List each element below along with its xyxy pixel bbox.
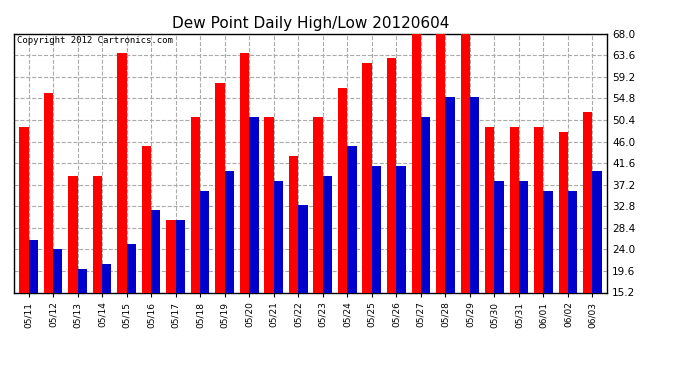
- Bar: [151, 210, 161, 367]
- Bar: [396, 166, 406, 367]
- Bar: [68, 176, 77, 367]
- Bar: [53, 249, 62, 367]
- Bar: [323, 176, 332, 367]
- Bar: [264, 117, 274, 367]
- Bar: [28, 240, 38, 367]
- Bar: [495, 181, 504, 367]
- Bar: [445, 98, 455, 367]
- Bar: [126, 244, 136, 367]
- Bar: [43, 93, 53, 367]
- Bar: [249, 117, 259, 367]
- Bar: [544, 190, 553, 367]
- Bar: [19, 127, 28, 367]
- Bar: [387, 58, 396, 367]
- Bar: [338, 88, 347, 367]
- Bar: [92, 176, 102, 367]
- Bar: [519, 181, 529, 367]
- Bar: [347, 147, 357, 367]
- Bar: [142, 147, 151, 367]
- Bar: [362, 63, 372, 367]
- Bar: [176, 220, 185, 367]
- Bar: [274, 181, 283, 367]
- Bar: [470, 98, 479, 367]
- Bar: [411, 34, 421, 367]
- Bar: [534, 127, 544, 367]
- Bar: [117, 53, 126, 367]
- Bar: [191, 117, 200, 367]
- Bar: [298, 205, 308, 367]
- Bar: [77, 269, 87, 367]
- Bar: [436, 34, 445, 367]
- Bar: [485, 127, 495, 367]
- Bar: [421, 117, 430, 367]
- Bar: [215, 83, 225, 367]
- Bar: [200, 190, 210, 367]
- Bar: [102, 264, 111, 367]
- Bar: [460, 34, 470, 367]
- Bar: [225, 171, 234, 367]
- Title: Dew Point Daily High/Low 20120604: Dew Point Daily High/Low 20120604: [172, 16, 449, 31]
- Bar: [593, 171, 602, 367]
- Bar: [372, 166, 381, 367]
- Bar: [568, 190, 578, 367]
- Bar: [289, 156, 298, 367]
- Bar: [583, 112, 593, 367]
- Bar: [313, 117, 323, 367]
- Text: Copyright 2012 Cartronics.com: Copyright 2012 Cartronics.com: [17, 36, 172, 45]
- Bar: [240, 53, 249, 367]
- Bar: [166, 220, 176, 367]
- Bar: [510, 127, 519, 367]
- Bar: [559, 132, 568, 367]
